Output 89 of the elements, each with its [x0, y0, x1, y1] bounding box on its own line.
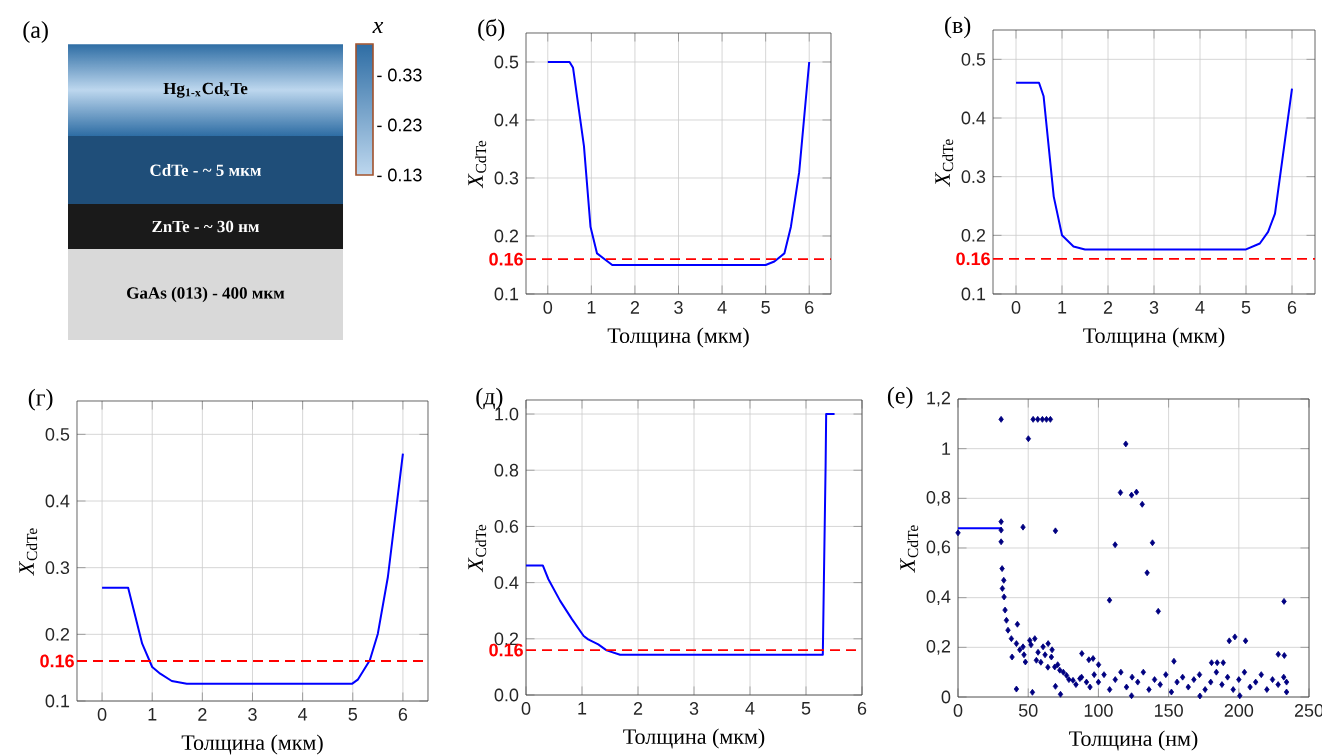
x-tick-label: 0 — [1011, 301, 1021, 314]
y-tick-label: 0.3 — [494, 171, 519, 185]
y-axis-title: X$_{CdTe}$ — [900, 525, 919, 573]
y-tick-label: 0.5 — [494, 55, 519, 69]
x-tick-label: 5 — [1241, 301, 1251, 314]
x-tick-label: 3 — [674, 301, 683, 314]
x-axis-title: Толщина (мкм) — [181, 734, 323, 755]
x-tick-label: 50 — [1018, 704, 1038, 717]
text: ZnTe - ~ 30 нм — [152, 220, 259, 233]
y-tick-label: 0.4 — [961, 111, 986, 125]
y-axis-title: X$_{CdTe}$ — [935, 139, 954, 187]
y-tick-label: 0.1 — [494, 287, 519, 301]
x-axis-title: Толщина (мкм) — [1083, 327, 1225, 348]
x-tick-label: 0 — [97, 708, 107, 721]
x-tick-label: 2 — [198, 708, 207, 721]
x-tick-label: 6 — [398, 708, 408, 721]
y-axis-title: X$_{CdTe}$ — [468, 524, 487, 573]
x-tick-label: 4 — [745, 702, 755, 715]
x-axis-title: Толщина (нм) — [1069, 730, 1198, 751]
x-tick-label: 5 — [801, 702, 811, 715]
x-tick-label: 5 — [348, 708, 358, 721]
x-tick-label: 3 — [1149, 301, 1159, 314]
chart-title: (e) — [887, 386, 913, 409]
color-bar-title: x — [372, 21, 384, 33]
ref-line-label: 0.16 — [489, 252, 523, 266]
text: (a) — [23, 21, 48, 43]
x-tick-label: 0 — [521, 702, 531, 715]
x-tick-label: 1 — [148, 708, 157, 721]
y-tick-label: 0.6 — [494, 520, 519, 533]
y-tick-label: 0 — [941, 690, 951, 704]
y-tick-label: 0.4 — [45, 494, 70, 508]
y-tick-label: 1 — [942, 442, 951, 455]
y-tick-label: 0.0 — [494, 688, 519, 702]
x-axis-title: Толщина (мкм) — [623, 728, 765, 749]
x-tick-label: 6 — [805, 301, 814, 314]
x-tick-label: 0 — [953, 704, 963, 717]
line-series — [546, 61, 811, 266]
y-axis-title: X$_{CdTe}$ — [468, 140, 487, 189]
x-tick-label: 0 — [543, 301, 553, 314]
chart-title: (б) — [478, 18, 505, 42]
x-tick-label: 6 — [1287, 301, 1297, 314]
line-series — [1015, 81, 1294, 251]
x-tick-label: 4 — [298, 708, 308, 721]
x-tick-label: 200 — [1224, 704, 1254, 717]
x-tick-label: 4 — [1195, 301, 1205, 314]
x-tick-label: 3 — [689, 702, 699, 715]
y-tick-label: 0.4 — [494, 113, 519, 127]
text: GaAs (013) - 400 мкм — [127, 286, 285, 303]
chart-title: (г) — [28, 388, 53, 411]
y-tick-label: 0.5 — [45, 427, 70, 441]
y-tick-label: 0.3 — [961, 170, 986, 184]
line-series — [525, 413, 836, 656]
text: Hg$_{1-x}$Cd$_{x}$Te — [163, 82, 248, 98]
x-tick-label: 1 — [578, 702, 587, 715]
ref-line-label: 0.16 — [40, 654, 74, 668]
y-tick-label: 0.3 — [45, 561, 70, 575]
x-tick-label: 100 — [1084, 704, 1113, 717]
y-tick-label: 0.5 — [961, 52, 986, 66]
text: - 0.33 — [377, 68, 422, 82]
text: CdTe - ~ 5 мкм — [150, 164, 261, 176]
y-tick-label: 1,2 — [927, 391, 951, 407]
y-tick-label: 0.8 — [494, 463, 519, 477]
y-axis-title: X$_{CdTe}$ — [19, 528, 38, 576]
ref-line-label: 0.16 — [956, 252, 990, 266]
x-tick-label: 3 — [248, 708, 257, 721]
y-tick-label: 0.4 — [494, 576, 519, 589]
y-tick-label: 0,4 — [926, 590, 951, 606]
x-tick-label: 150 — [1154, 704, 1183, 717]
text: - 0.13 — [377, 168, 422, 182]
x-tick-label: 2 — [1103, 301, 1113, 314]
y-tick-label: 0.1 — [45, 694, 70, 708]
y-tick-label: 0,8 — [926, 490, 951, 506]
y-tick-label: 0,6 — [926, 540, 951, 556]
x-tick-label: 5 — [761, 301, 770, 314]
x-tick-label: 6 — [857, 702, 867, 715]
x-tick-label: 2 — [630, 301, 640, 314]
y-tick-label: 0,2 — [926, 639, 951, 655]
line-series — [101, 452, 404, 685]
x-tick-label: 4 — [717, 301, 727, 314]
x-tick-label: 1 — [587, 301, 596, 314]
x-axis-title: Толщина (мкм) — [607, 327, 749, 348]
y-tick-label: 0.2 — [961, 228, 986, 242]
chart-title: (в) — [945, 16, 971, 39]
y-tick-label: 0.2 — [45, 627, 70, 641]
x-tick-label: 2 — [633, 702, 643, 715]
x-tick-label: 1 — [1058, 301, 1067, 314]
y-tick-label: 0.1 — [961, 287, 986, 301]
y-tick-label: 0.2 — [494, 229, 519, 243]
text: - 0.23 — [377, 118, 422, 132]
